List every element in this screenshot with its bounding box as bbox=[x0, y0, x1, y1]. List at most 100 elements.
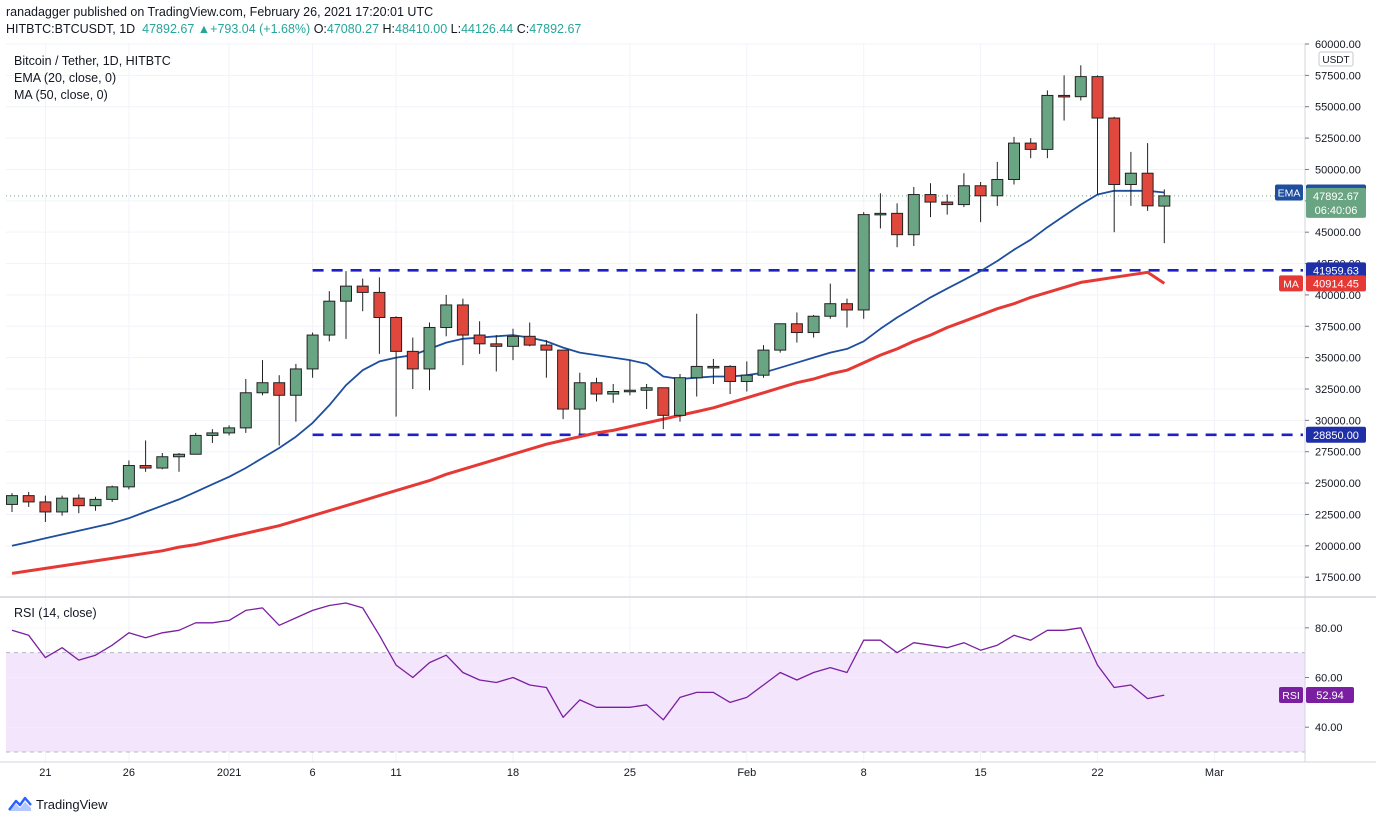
candle bbox=[941, 194, 954, 215]
time-tick-label: 2021 bbox=[217, 767, 241, 779]
candle-body bbox=[440, 304, 453, 329]
candle bbox=[790, 312, 803, 343]
candle bbox=[557, 349, 570, 420]
ema-tag-label: EMA bbox=[1278, 188, 1301, 200]
unit-box bbox=[1318, 51, 1354, 67]
last-price-box bbox=[1306, 187, 1366, 218]
candle-body bbox=[824, 303, 837, 317]
price-tick-label: 60000.00 bbox=[1315, 39, 1361, 51]
candle-body bbox=[790, 323, 803, 334]
candle bbox=[690, 313, 703, 397]
candle bbox=[924, 183, 937, 218]
level-price-tag bbox=[1306, 262, 1366, 279]
candle-body bbox=[490, 343, 503, 347]
rsi-value-label: 52.94 bbox=[1316, 690, 1344, 702]
ohlc-line: HITBTC:BTCUSDT, 1D 47892.67 ▲+793.04 (+1… bbox=[6, 22, 581, 36]
ma-tag-label: MA bbox=[1283, 278, 1299, 290]
publisher-line: ranadagger published on TradingView.com,… bbox=[6, 5, 434, 19]
candle-body bbox=[72, 497, 85, 507]
candle-body bbox=[1024, 142, 1037, 150]
candle bbox=[774, 323, 787, 353]
time-tick-label: 11 bbox=[390, 767, 401, 779]
symbol-label: HITBTC:BTCUSDT, 1D bbox=[6, 22, 136, 36]
candle-body bbox=[39, 501, 52, 513]
candle-body bbox=[340, 285, 352, 302]
candle-body bbox=[323, 300, 336, 336]
candle-body bbox=[1058, 94, 1071, 98]
price-tick-label: 30000.00 bbox=[1315, 415, 1361, 427]
ma50-line bbox=[11, 270, 1166, 575]
ma-value-label: 40914.45 bbox=[1313, 278, 1359, 290]
candle-body bbox=[957, 185, 970, 206]
candle-body bbox=[223, 427, 236, 434]
candle-body bbox=[640, 387, 653, 391]
time-tick-label: 8 bbox=[861, 767, 867, 779]
candle-body bbox=[941, 201, 954, 206]
candle bbox=[323, 291, 336, 342]
candle bbox=[173, 452, 185, 472]
price-tick-label: 22500.00 bbox=[1315, 509, 1361, 521]
candle bbox=[507, 328, 519, 361]
candle-body bbox=[139, 465, 152, 469]
candle bbox=[1058, 75, 1071, 121]
candle bbox=[657, 387, 670, 430]
low-label: L: bbox=[450, 22, 462, 36]
candle bbox=[72, 494, 85, 514]
candle bbox=[1008, 136, 1020, 185]
candle bbox=[106, 485, 119, 502]
candle-body bbox=[89, 498, 102, 507]
candle-body bbox=[657, 387, 670, 416]
ema-tag-box bbox=[1275, 184, 1303, 201]
candle bbox=[740, 361, 753, 392]
price-tick-label: 27500.00 bbox=[1315, 447, 1361, 459]
rsi-line bbox=[11, 602, 1165, 721]
candle-body bbox=[607, 391, 620, 395]
rsi-band bbox=[6, 652, 1305, 753]
price-tick-label: 52500.00 bbox=[1315, 133, 1361, 145]
candle bbox=[1158, 189, 1171, 244]
low-value: 44126.44 bbox=[461, 22, 514, 36]
candle bbox=[306, 332, 319, 378]
candle-body bbox=[674, 377, 686, 416]
time-tick-label: 22 bbox=[1091, 767, 1103, 779]
time-tick-label: 21 bbox=[39, 767, 51, 779]
rsi-tick-label: 80.00 bbox=[1315, 623, 1343, 635]
close-label: C: bbox=[516, 22, 530, 36]
candle bbox=[206, 429, 219, 443]
time-tick-label: 25 bbox=[624, 767, 636, 779]
candle-body bbox=[540, 344, 553, 351]
candle bbox=[590, 377, 603, 402]
candle bbox=[640, 383, 653, 410]
candle bbox=[540, 340, 553, 378]
candle-body bbox=[1158, 195, 1171, 207]
high-label: H: bbox=[382, 22, 396, 36]
level-price-label: 41959.63 bbox=[1313, 265, 1359, 277]
candle bbox=[757, 345, 770, 378]
candle-body bbox=[724, 365, 737, 382]
candle bbox=[122, 460, 135, 490]
candle-body bbox=[807, 315, 820, 334]
candle-body bbox=[473, 334, 486, 345]
rsi-tag-box bbox=[1279, 687, 1303, 704]
candle-body bbox=[1008, 142, 1020, 180]
candle bbox=[607, 383, 620, 403]
candle bbox=[891, 203, 904, 248]
price-tick-label: 20000.00 bbox=[1315, 541, 1361, 553]
candle bbox=[523, 322, 536, 347]
candle-body bbox=[6, 495, 18, 505]
close-value: 47892.67 bbox=[529, 22, 582, 36]
tradingview-footer[interactable]: TradingView bbox=[8, 796, 108, 812]
candle bbox=[189, 432, 202, 455]
candle-body bbox=[774, 323, 787, 351]
rsi-tick-label: 40.00 bbox=[1315, 722, 1343, 734]
candle bbox=[473, 321, 486, 354]
candle-body bbox=[891, 212, 904, 236]
candle bbox=[974, 182, 987, 223]
candle-body bbox=[122, 465, 135, 488]
price-tick-label: 32500.00 bbox=[1315, 384, 1361, 396]
price-tick-label: 55000.00 bbox=[1315, 102, 1361, 114]
tradingview-logo-icon bbox=[8, 796, 32, 811]
candle bbox=[490, 335, 503, 372]
candle bbox=[39, 495, 52, 522]
